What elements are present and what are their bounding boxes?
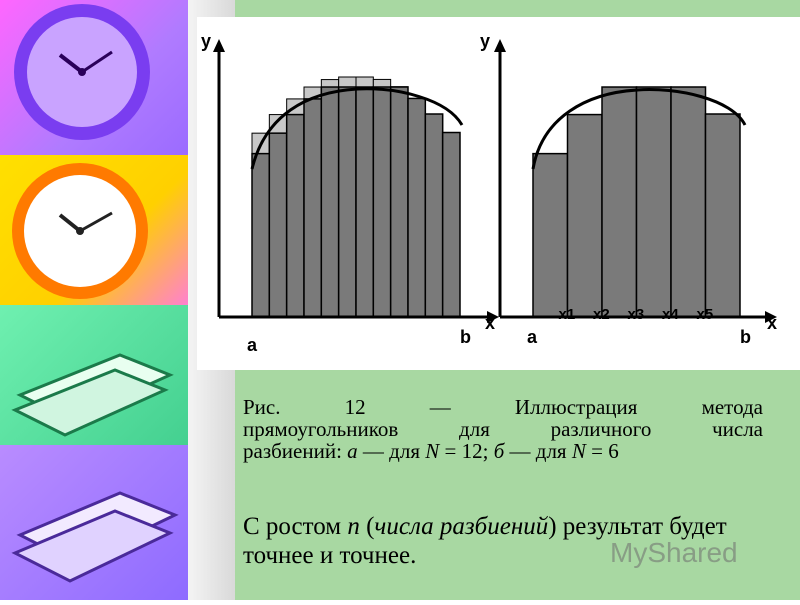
rectangle-bar xyxy=(532,152,569,318)
y-arrow-right xyxy=(494,39,506,52)
y-arrow-left xyxy=(213,39,225,52)
rectangle-bar xyxy=(670,86,707,318)
decorative-image-strip xyxy=(0,0,188,600)
tick-labels-right: x1 x2 x3 x4 x5 xyxy=(559,306,714,323)
y-label-right: y xyxy=(480,31,490,51)
watermark-text: MyShared xyxy=(610,537,738,568)
green-books-image xyxy=(0,305,188,445)
rectangle-bar xyxy=(407,97,427,318)
purple-books-image xyxy=(0,445,188,600)
tick-label: x3 xyxy=(628,306,645,323)
clock-icon xyxy=(12,163,148,299)
rectangle-bar xyxy=(389,86,409,318)
b-label-right: b xyxy=(740,327,751,347)
books-icon xyxy=(11,491,179,583)
tick-label: x1 xyxy=(559,306,576,323)
rectangle-bar xyxy=(268,132,288,318)
x-label-right: x xyxy=(767,313,777,333)
rectangle-bar xyxy=(251,152,271,318)
y-label-left: y xyxy=(201,31,211,51)
bars-right xyxy=(532,86,741,318)
books-icon xyxy=(11,353,174,437)
rectangle-bar xyxy=(320,86,340,318)
curve-right xyxy=(531,88,747,170)
plot-left: y x a b xyxy=(201,31,499,355)
x-arrow-left xyxy=(487,311,499,323)
rectangle-method-diagram: y x a b y x a b x1 x2 x3 x4 x5 xyxy=(201,31,777,355)
rectangle-bar xyxy=(566,113,603,318)
rectangle-bar xyxy=(372,86,392,318)
curve-left xyxy=(250,87,464,170)
tick-label: x5 xyxy=(697,306,714,323)
rectangle-bar xyxy=(337,86,357,318)
conclusion-text: С ростом n (числа разбиений) результат б… xyxy=(243,513,727,569)
watermark: MyShared xyxy=(610,537,738,569)
rectangle-bar xyxy=(635,86,672,318)
caption-line: разбиений: а — для N = 12; б — для N = 6 xyxy=(243,439,619,463)
figure-panel: y x a b y x a b x1 x2 x3 x4 x5 xyxy=(197,17,800,370)
rectangle-bar xyxy=(601,86,638,318)
caption-line: прямоугольников для различного числа xyxy=(243,417,763,441)
rectangle-bar xyxy=(303,98,323,318)
x-label-left: x xyxy=(485,313,495,333)
figure-caption: Рис. 12 — Иллюстрация метода прямоугольн… xyxy=(243,396,763,462)
rectangle-bar xyxy=(424,113,444,318)
b-label-left: b xyxy=(460,327,471,347)
a-label-right: a xyxy=(527,327,538,347)
rectangle-bar xyxy=(441,131,461,318)
plot-right: y x a b x1 x2 x3 x4 x5 xyxy=(480,31,777,347)
tick-label: x2 xyxy=(593,306,610,323)
orange-clock-image xyxy=(0,155,188,305)
caption-line: Рис. 12 — Иллюстрация метода xyxy=(243,395,763,419)
tick-label: x4 xyxy=(662,306,679,323)
clock-icon xyxy=(14,4,150,140)
rectangle-bar xyxy=(704,113,741,318)
purple-clock-image xyxy=(0,0,188,155)
rectangle-bar xyxy=(285,113,305,318)
rectangle-bar xyxy=(355,86,375,318)
bars-left xyxy=(251,76,461,318)
x-arrow-right xyxy=(765,311,777,323)
a-label-left: a xyxy=(247,335,258,355)
